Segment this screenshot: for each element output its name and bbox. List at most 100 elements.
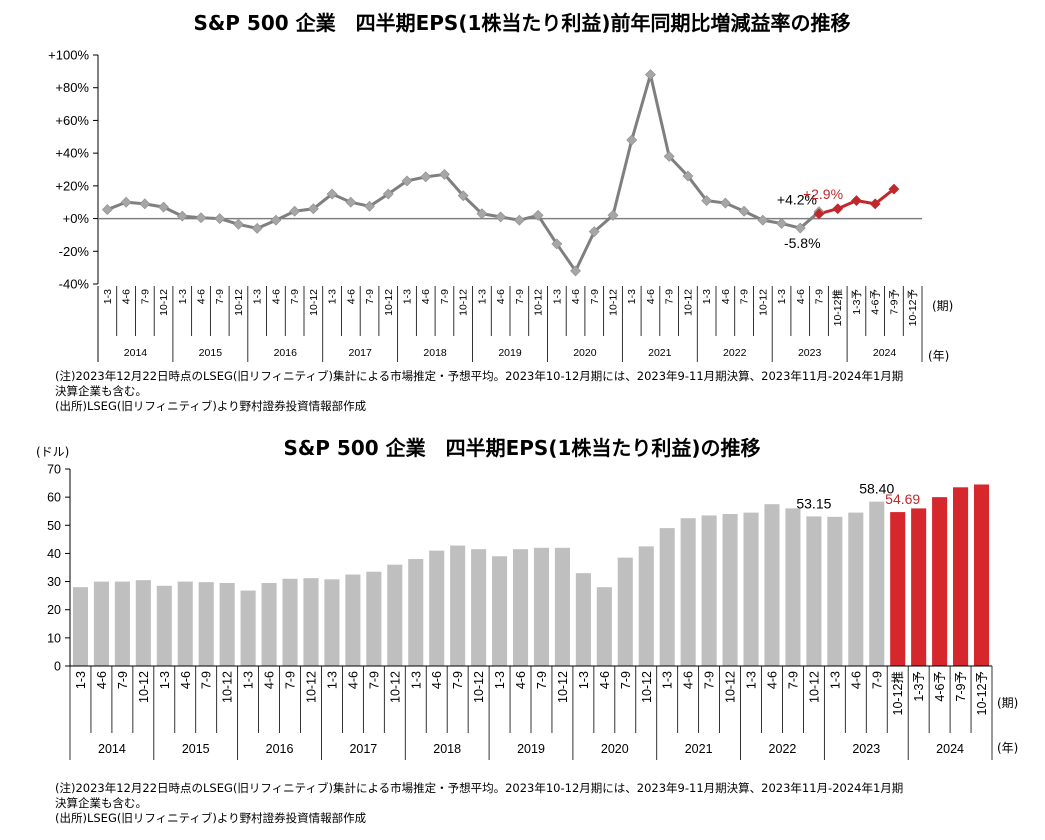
chart1-x-tick-label: 4-6	[121, 289, 133, 304]
chart2-y-tick-label: 20	[47, 603, 61, 617]
eps-growth-line-chart: S&P 500 企業 四半期EPS(1株当たり利益)前年同期比増減益率の推移 -4…	[48, 11, 953, 363]
chart1-x-tick-label: 10-12	[158, 289, 170, 316]
chart2-x-tick-label: 7-9予	[954, 671, 968, 702]
chart2-x-tick-label: 4-6	[849, 671, 863, 689]
chart2-bar-actual	[387, 564, 403, 666]
chart1-point-actual	[120, 196, 132, 208]
chart2-x-tick-label: 1-3予	[912, 671, 926, 702]
chart1-x-tick-label: 7-9予	[888, 289, 900, 315]
chart2-x-unit: (期)	[997, 696, 1018, 710]
chart2-year-label: 2022	[769, 742, 797, 756]
chart2-y-tick-label: 30	[47, 575, 61, 589]
chart1-point-actual	[719, 197, 731, 209]
chart2-year-label: 2014	[98, 742, 126, 756]
chart1-year-label: 2022	[723, 347, 747, 359]
chart2-bar-actual	[512, 549, 529, 666]
chart2-x-tick-label: 1-3	[661, 671, 675, 689]
chart1-point-forecast	[888, 183, 900, 195]
chart1-point-actual	[476, 208, 488, 220]
chart2-bar-actual	[869, 501, 885, 666]
chart1-point-actual	[588, 226, 600, 238]
chart1-point-actual	[570, 265, 581, 277]
chart2-bar-actual	[240, 590, 256, 666]
chart1-point-actual	[457, 190, 469, 202]
chart2-bar-actual	[471, 549, 487, 666]
chart1-point-forecast	[869, 198, 881, 210]
chart1-point-actual	[326, 188, 338, 200]
chart1-y-tick-label: +0%	[63, 211, 90, 226]
chart1-point-actual	[495, 211, 507, 223]
chart2-bar-actual	[282, 578, 298, 666]
chart2-x-tick-label: 4-6予	[933, 671, 947, 702]
chart1-point-actual	[307, 203, 319, 215]
chart2-x-tick-label: 7-9	[116, 671, 130, 689]
chart1-x-tick-label: 4-6	[570, 289, 582, 304]
chart2-x-tick-label: 7-9	[200, 671, 214, 689]
chart1-x-tick-label: 10-12推	[831, 289, 844, 326]
chart2-bar-actual	[575, 573, 591, 666]
chart2-bar-actual	[743, 512, 759, 666]
chart1-x-tick-label: 7-9	[214, 289, 226, 304]
chart1-x-tick-label: 1-3	[776, 289, 788, 304]
chart1-x-tick-label: 10-12	[233, 289, 245, 316]
chart1-point-actual	[401, 175, 413, 187]
chart2-bar-actual	[135, 580, 151, 666]
chart1-year-label: 2024	[873, 347, 897, 359]
chart1-x-unit: (期)	[932, 299, 953, 313]
chart2-x-tick-label: 4-6	[346, 671, 360, 689]
chart2-x-tick-label: 1-3	[158, 671, 172, 689]
chart2-x-tick-label: 10-12	[304, 671, 318, 703]
chart2-year-label: 2020	[601, 742, 629, 756]
chart1-x-tick-label: 1-3予	[851, 289, 863, 315]
chart2-bar-actual	[219, 582, 235, 666]
chart2-bar-actual	[722, 514, 738, 666]
chart1-x-tick-label: 1-3	[327, 289, 339, 304]
chart2-bar-actual	[345, 574, 361, 666]
chart1-x-tick-label: 7-9	[514, 289, 526, 304]
chart2-x-tick-label: 1-3	[74, 671, 88, 689]
chart1-x-tick-label: 10-12	[533, 289, 545, 316]
chart2-year-label: 2015	[182, 742, 210, 756]
chart2-bar-forecast	[932, 497, 948, 666]
chart1-year-label: 2019	[498, 347, 522, 359]
chart1-y-tick-label: -20%	[59, 244, 90, 259]
bottom-notes: (注)2023年12月22日時点のLSEG(旧リフィニティブ)集計による市場推定…	[55, 781, 1040, 826]
chart2-x-tick-label: 1-3	[745, 671, 759, 689]
chart1-point-forecast	[813, 208, 825, 220]
chart2-x-tick-label: 4-6	[95, 671, 109, 689]
chart2-x-tick-label: 10-12	[472, 671, 486, 703]
chart2-y-tick-label: 10	[47, 631, 61, 645]
top-notes: (注)2023年12月22日時点のLSEG(旧リフィニティブ)集計による市場推定…	[55, 369, 1040, 414]
chart2-x-tick-label: 1-3	[493, 671, 507, 689]
chart2-bar-actual	[408, 559, 424, 666]
chart1-year-label: 2018	[423, 347, 447, 359]
chart2-bar-actual	[848, 512, 864, 666]
chart1-x-tick-label: 7-9	[139, 289, 151, 304]
chart1-point-forecast	[832, 203, 844, 215]
chart2-bar-forecast	[953, 487, 969, 666]
chart1-year-label: 2023	[798, 347, 822, 359]
chart2-bar-actual	[450, 545, 466, 666]
chart2-bar-actual	[554, 547, 570, 666]
chart2-x-tick-label: 7-9	[535, 671, 549, 689]
chart1-x-tick-label: 1-3	[626, 289, 638, 304]
chart1-x-tick-label: 4-6	[795, 289, 807, 304]
chart2-x-tick-label: 10-12	[807, 671, 821, 703]
chart2-x-tick-label: 4-6	[179, 671, 193, 689]
chart2-bar-actual	[806, 516, 822, 666]
chart2-year-label: 2017	[349, 742, 377, 756]
chart2-x-tick-label: 10-12	[388, 671, 402, 703]
chart2-bar-forecast	[890, 512, 906, 666]
bottom-note-line-1: (注)2023年12月22日時点のLSEG(旧リフィニティブ)集計による市場推定…	[55, 781, 904, 795]
chart2-bar-actual	[492, 556, 508, 666]
chart1-point-actual	[738, 205, 750, 217]
chart1-point-actual	[420, 171, 432, 183]
chart1-x-tick-label: 7-9	[739, 289, 751, 304]
chart2-x-tick-label: 4-6	[430, 671, 444, 689]
chart1-y-tick-label: +80%	[55, 80, 89, 95]
chart2-x-tick-label: 7-9	[367, 671, 381, 689]
chart2-bar-actual	[366, 571, 382, 666]
chart1-x-tick-label: 4-6	[720, 289, 732, 304]
chart1-x-tick-label: 10-12	[383, 289, 395, 316]
